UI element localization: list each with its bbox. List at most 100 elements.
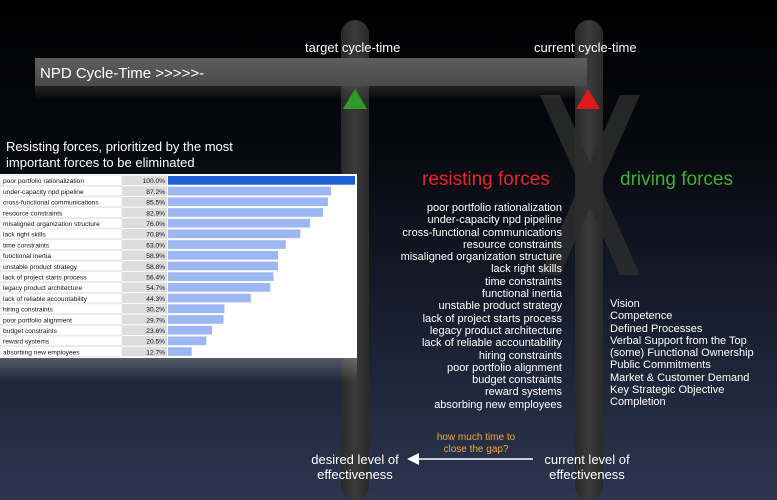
chart-value-cell <box>122 282 167 293</box>
chart-category-label: budget constraints <box>3 328 58 335</box>
chart-value-label: 76.0% <box>146 221 165 228</box>
driving-force-item: Completion <box>610 396 666 409</box>
chart-category-label: lack right skills <box>3 232 46 239</box>
chart-value-cell <box>122 175 167 186</box>
chart-value-label: 12.7% <box>146 349 165 356</box>
chart-value-cell <box>122 336 167 346</box>
current-level-line1: current level of <box>544 452 630 467</box>
chart-value-label: 20.5% <box>146 339 165 346</box>
desired-level-line1: desired level of <box>311 452 399 467</box>
resisting-force-item: poor portfolio rationalization <box>426 202 562 214</box>
chart-value-cell <box>122 325 167 335</box>
chart-value-cell <box>122 196 167 207</box>
force-field-x-shape <box>540 95 640 275</box>
chart-category-label: functional inertia <box>3 253 51 260</box>
chart-value-label: 87.2% <box>146 189 165 196</box>
chart-bar <box>168 304 225 314</box>
chart-bar <box>168 283 271 292</box>
driving-force-item: (some) Functional Ownership <box>610 347 754 360</box>
chart-category-label: unstable product strategy <box>3 264 78 271</box>
resisting-force-item: budget constraints <box>472 374 562 387</box>
cycle-time-bar <box>35 58 587 86</box>
resisting-force-item: lack of reliable accountability <box>421 337 562 350</box>
driving-forces-title: driving forces <box>620 169 733 190</box>
chart-value-cell <box>122 229 167 239</box>
chart-value-cell <box>122 271 167 282</box>
driving-force-item: Vision <box>610 298 640 310</box>
chart-value-cell <box>122 250 167 261</box>
chart-category-label: misaligned organization structure <box>3 221 100 228</box>
desired-level-line2: effectiveness <box>317 467 393 482</box>
chart-category-label: hiring constraints <box>3 307 54 314</box>
resisting-force-item: cross-functional communications <box>402 226 562 239</box>
resisting-force-item: legacy product architecture <box>429 324 562 337</box>
chart-category-label: legacy product architecture <box>3 285 82 292</box>
resisting-force-item: misaligned organization structure <box>400 251 562 264</box>
resisting-forces-chart: poor portfolio rationalization 100.0% unde… <box>0 174 357 358</box>
chart-value-cell <box>122 303 167 314</box>
chart-category-label: under-capacity npd pipeline <box>3 189 84 196</box>
chart-bar <box>168 176 355 185</box>
resisting-force-item: hiring constraints <box>478 349 562 362</box>
resisting-force-item: lack of project starts process <box>422 312 562 325</box>
chart-category-label: resource constraints <box>3 210 63 217</box>
current-level-label: current level of effectiveness <box>532 452 642 482</box>
chart-value-label: 100.0% <box>143 178 166 185</box>
chart-bar <box>168 208 324 217</box>
gap-question: how much time to close the gap? <box>430 432 522 456</box>
chart-bar <box>168 218 311 228</box>
driving-force-item: Market & Customer Demand <box>610 371 750 384</box>
chart-value-label: 23.6% <box>146 328 165 335</box>
chart-bar <box>168 261 278 271</box>
chart-category-label: time constraints <box>3 242 50 249</box>
resisting-force-item: absorbing new employees <box>434 398 562 411</box>
target-marker-icon <box>343 89 367 109</box>
chart-value-cell <box>122 186 167 196</box>
driving-force-item: Verbal Support from the Top <box>610 334 747 347</box>
resisting-force-item: resource constraints <box>462 238 562 251</box>
chart-value-label: 63.0% <box>146 242 165 249</box>
chart-value-cell <box>122 207 167 218</box>
driving-force-item: Competence <box>610 310 673 323</box>
chart-bar <box>168 315 224 324</box>
current-marker-icon <box>576 89 600 109</box>
chart-bar <box>168 336 207 346</box>
cycle-time-title: NPD Cycle-Time >>>>>- <box>40 65 205 82</box>
resisting-forces-list: poor portfolio rationalization under-capa… <box>401 202 562 411</box>
chart-caption: Resisting forces, prioritized by the mos… <box>6 139 233 170</box>
chart-category-label: poor portfolio rationalization <box>3 178 84 185</box>
chart-category-label: poor portfolio alignment <box>3 317 72 324</box>
resisting-force-item: reward systems <box>484 386 562 399</box>
gap-arrow-icon <box>407 453 533 465</box>
chart-value-label: 58.9% <box>146 253 165 260</box>
chart-category-label: reward systems <box>3 339 50 346</box>
resisting-force-item: time constraints <box>484 275 562 288</box>
gap-question-line1: how much time to <box>436 432 516 443</box>
resisting-force-item: functional inertia <box>481 288 562 301</box>
current-level-line2: effectiveness <box>549 467 625 482</box>
cycle-time-bar-reflection <box>35 86 587 100</box>
driving-force-item: Public Commitments <box>610 359 711 372</box>
chart-bar <box>168 229 301 239</box>
chart-category-label: lack of reliable accountability <box>3 296 88 303</box>
resisting-force-item: lack right skills <box>491 263 562 276</box>
driving-force-item: Defined Processes <box>610 322 703 335</box>
target-cycle-time-label: target cycle-time <box>305 40 401 55</box>
chart-value-label: 58.8% <box>146 264 165 271</box>
chart-bar <box>168 272 274 281</box>
current-cycle-time-label: current cycle-time <box>534 40 637 55</box>
resisting-force-item: under-capacity npd pipeline <box>427 214 562 227</box>
chart-bar <box>168 293 251 303</box>
chart-value-label: 56.4% <box>146 275 165 282</box>
chart-value-cell <box>122 293 167 303</box>
chart-category-label: lack of project starts process <box>3 275 87 282</box>
chart-bar <box>168 325 213 335</box>
resisting-force-item: unstable product strategy <box>438 300 562 313</box>
gap-question-line2: close the gap? <box>443 444 509 455</box>
chart-category-label: absorbing new employees <box>3 349 80 356</box>
resisting-forces-title: resisting forces <box>422 169 550 190</box>
chart-bar <box>168 240 286 249</box>
chart-value-label: 29.7% <box>146 317 165 324</box>
chart-category-label: cross-functional communications <box>3 200 99 207</box>
chart-value-cell <box>122 314 167 325</box>
